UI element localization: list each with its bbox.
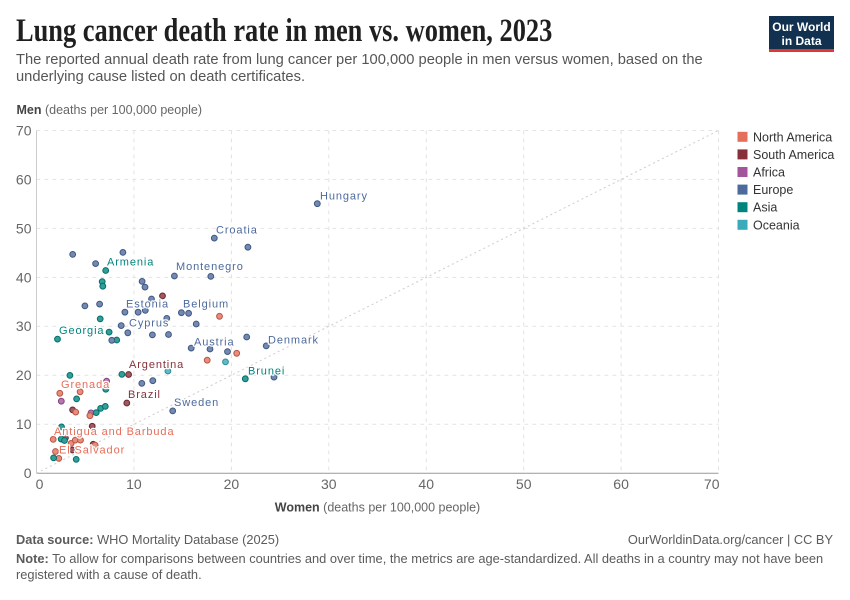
svg-text:40: 40: [418, 476, 434, 492]
svg-text:Men (deaths per 100,000 people: Men (deaths per 100,000 people): [17, 103, 203, 117]
svg-text:Europe: Europe: [753, 183, 793, 197]
svg-text:Cyprus: Cyprus: [129, 318, 169, 330]
svg-text:Grenada: Grenada: [61, 379, 110, 391]
svg-text:North America: North America: [753, 130, 832, 144]
svg-text:60: 60: [16, 171, 32, 187]
svg-text:Asia: Asia: [753, 201, 777, 215]
svg-text:30: 30: [16, 318, 32, 334]
svg-text:Austria: Austria: [194, 336, 235, 348]
svg-text:Croatia: Croatia: [216, 225, 258, 237]
svg-text:Belgium: Belgium: [183, 299, 229, 311]
svg-text:30: 30: [321, 476, 337, 492]
svg-text:Argentina: Argentina: [129, 359, 184, 371]
svg-text:Georgia: Georgia: [59, 325, 104, 337]
svg-text:0: 0: [24, 465, 32, 481]
svg-text:10: 10: [16, 416, 32, 432]
svg-text:70: 70: [704, 476, 720, 492]
svg-text:El Salvador: El Salvador: [59, 445, 125, 457]
svg-text:South America: South America: [753, 148, 834, 162]
svg-text:0: 0: [36, 476, 44, 492]
svg-text:Sweden: Sweden: [174, 397, 219, 409]
svg-text:20: 20: [16, 367, 32, 383]
svg-text:Brunei: Brunei: [248, 366, 285, 378]
svg-text:Estonia: Estonia: [126, 299, 169, 311]
svg-text:Africa: Africa: [753, 166, 785, 180]
svg-text:Antigua and Barbuda: Antigua and Barbuda: [54, 426, 174, 438]
svg-text:70: 70: [16, 122, 32, 138]
svg-text:10: 10: [126, 476, 142, 492]
svg-text:50: 50: [16, 220, 32, 236]
svg-text:Brazil: Brazil: [128, 389, 161, 401]
svg-text:Armenia: Armenia: [107, 257, 154, 269]
svg-text:Montenegro: Montenegro: [176, 261, 244, 273]
svg-text:50: 50: [516, 476, 532, 492]
svg-text:20: 20: [224, 476, 240, 492]
svg-text:40: 40: [16, 269, 32, 285]
svg-text:Hungary: Hungary: [320, 191, 368, 203]
svg-text:Denmark: Denmark: [268, 335, 319, 347]
svg-text:Women (deaths per 100,000 peop: Women (deaths per 100,000 people): [275, 501, 480, 515]
svg-text:Oceania: Oceania: [753, 218, 800, 232]
svg-text:60: 60: [613, 476, 629, 492]
